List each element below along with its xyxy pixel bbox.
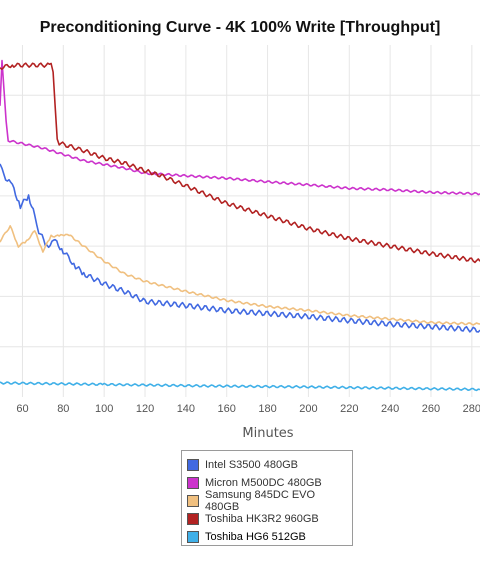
legend-item: Samsung 845DC EVO 480GB: [187, 489, 352, 513]
legend-swatch: [187, 459, 199, 471]
x-tick-label: 60: [16, 403, 28, 415]
legend-label: Toshiba HK3R2 960GB: [205, 513, 319, 525]
x-tick-label: 180: [258, 403, 276, 415]
x-tick-label: 200: [299, 403, 317, 415]
x-tick-label: 80: [57, 403, 69, 415]
x-tick-label: 140: [177, 403, 195, 415]
x-axis-label: Minutes: [242, 426, 293, 441]
legend-swatch: [187, 477, 199, 489]
x-tick-label: 260: [422, 403, 440, 415]
x-tick-label: 280: [463, 403, 480, 415]
gridlines: [0, 45, 480, 397]
x-axis-ticks: 60 80 100 120 140 160 180 200 220 240 260 280: [16, 403, 480, 415]
series-line-toshiba-hg6-512gb: [0, 381, 480, 392]
chart-title: Preconditioning Curve - 4K 100% Write [T…: [39, 19, 441, 36]
legend-swatch: [187, 531, 199, 543]
x-tick-label: 100: [95, 403, 113, 415]
series-lines: [0, 59, 480, 392]
x-tick-label: 240: [381, 403, 399, 415]
chart-legend: Intel S3500 480GB Micron M500DC 480GB Sams…: [181, 450, 353, 546]
legend-label: Samsung 845DC EVO 480GB: [205, 489, 316, 513]
x-tick-label: 120: [136, 403, 154, 415]
series-line-samsung-845dc-evo-480gb: [0, 225, 480, 326]
series-line-toshiba-hk3r2-960gb: [0, 62, 480, 264]
legend-item: Micron M500DC 480GB: [187, 474, 352, 492]
x-tick-label: 220: [340, 403, 358, 415]
series-line-micron-m500dc-480gb: [0, 59, 480, 196]
legend-swatch: [187, 513, 199, 525]
legend-item: Intel S3500 480GB: [187, 456, 352, 474]
legend-label: Micron M500DC 480GB: [205, 477, 322, 489]
legend-item: Toshiba HG6 512GB: [187, 528, 352, 546]
x-tick-label: 160: [218, 403, 236, 415]
legend-swatch: [187, 495, 199, 507]
series-line-intel-s3500-480gb: [0, 163, 480, 333]
legend-label: Intel S3500 480GB: [205, 459, 298, 471]
legend-item: Toshiba HK3R2 960GB: [187, 510, 352, 528]
legend-label: Toshiba HG6 512GB: [205, 531, 306, 543]
